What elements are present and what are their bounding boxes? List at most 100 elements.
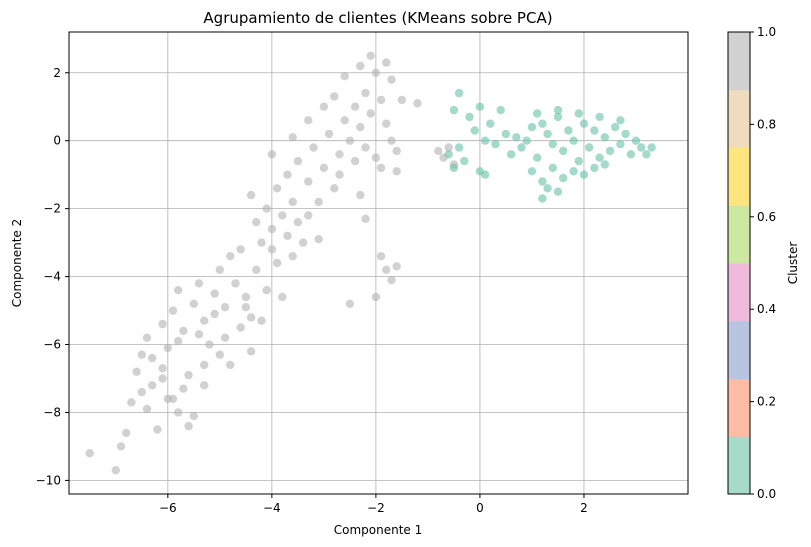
data-point-cluster-1 (184, 421, 193, 431)
colorbar: 0.0 0.2 0.4 0.6 0.8 1.0 (727, 25, 776, 501)
data-point-cluster-1 (392, 262, 401, 271)
data-point-cluster-1 (350, 156, 360, 166)
y-tick-label: 0 (53, 134, 61, 148)
data-point-cluster-1 (200, 316, 209, 325)
data-point-cluster-0 (626, 150, 635, 159)
data-point-cluster-0 (574, 109, 583, 118)
data-point-cluster-0 (527, 122, 537, 132)
data-point-cluster-0 (543, 184, 552, 193)
data-point-cluster-1 (288, 133, 297, 142)
data-point-cluster-0 (465, 112, 474, 122)
x-tick-label: −2 (367, 501, 385, 515)
axis-ticks: −6 −4 −2 0 2 −10 −8 −6 −4 −2 0 2 (36, 66, 588, 515)
data-point-cluster-1 (413, 99, 422, 108)
data-point-cluster-0 (616, 139, 625, 149)
colorbar-segment (728, 263, 750, 322)
data-point-cluster-0 (533, 153, 542, 162)
data-point-cluster-1 (304, 116, 313, 125)
data-point-cluster-1 (246, 190, 256, 200)
data-point-cluster-1 (304, 211, 313, 220)
data-point-cluster-1 (116, 442, 126, 451)
data-point-cluster-0 (543, 129, 552, 139)
data-point-cluster-1 (361, 214, 370, 223)
data-point-cluster-1 (444, 143, 453, 152)
data-point-cluster-1 (194, 330, 204, 339)
data-point-cluster-1 (361, 88, 370, 98)
data-point-cluster-1 (288, 252, 297, 261)
data-point-cluster-0 (621, 129, 630, 139)
y-tick-label: −6 (43, 338, 61, 352)
data-point-cluster-1 (387, 136, 396, 145)
data-point-cluster-0 (631, 136, 641, 145)
data-point-cluster-1 (356, 190, 365, 200)
data-point-cluster-1 (371, 68, 381, 78)
data-point-cluster-0 (506, 150, 516, 159)
data-point-cluster-1 (200, 360, 209, 370)
x-tick-label: 0 (476, 501, 484, 515)
data-point-cluster-1 (371, 153, 381, 162)
data-point-cluster-1 (252, 218, 261, 227)
colorbar-tick-label: 0.0 (757, 487, 776, 501)
colorbar-tick-label: 0.6 (757, 210, 776, 224)
x-axis-label: Componente 1 (334, 523, 423, 537)
data-point-cluster-1 (174, 336, 183, 346)
data-point-cluster-1 (215, 350, 224, 359)
data-point-cluster-1 (179, 326, 188, 336)
data-point-cluster-1 (371, 292, 381, 302)
data-point-cluster-1 (304, 177, 313, 186)
data-point-cluster-1 (335, 150, 344, 159)
data-point-cluster-1 (174, 286, 183, 295)
data-point-cluster-1 (340, 72, 349, 81)
data-point-cluster-1 (392, 167, 401, 176)
data-point-cluster-1 (257, 316, 266, 325)
data-point-cluster-0 (595, 112, 604, 122)
data-point-cluster-0 (449, 163, 459, 173)
data-point-cluster-0 (600, 133, 609, 142)
grid-lines (69, 32, 688, 494)
data-point-cluster-0 (600, 160, 609, 169)
data-point-cluster-1 (293, 156, 303, 166)
data-point-cluster-0 (605, 146, 615, 156)
x-tick-label: −4 (263, 501, 281, 515)
data-point-cluster-0 (470, 126, 479, 135)
data-point-cluster-1 (278, 292, 287, 302)
data-point-cluster-1 (226, 252, 235, 261)
data-point-cluster-0 (533, 109, 542, 118)
data-point-cluster-1 (366, 51, 375, 60)
data-point-cluster-1 (356, 122, 365, 132)
y-tick-label: 2 (53, 66, 61, 80)
data-point-cluster-0 (595, 153, 604, 162)
data-point-cluster-0 (517, 143, 526, 152)
data-point-cluster-1 (158, 319, 167, 329)
data-point-cluster-1 (340, 116, 349, 125)
chart-title: Agrupamiento de clientes (KMeans sobre P… (203, 9, 552, 27)
data-point-cluster-1 (137, 387, 146, 397)
data-point-cluster-1 (241, 303, 251, 312)
data-point-cluster-0 (491, 139, 500, 149)
data-point-cluster-1 (142, 404, 152, 414)
data-point-cluster-0 (569, 167, 578, 176)
data-point-cluster-1 (252, 265, 261, 274)
data-point-cluster-1 (278, 211, 287, 220)
data-point-cluster-0 (486, 119, 495, 128)
data-point-cluster-0 (538, 194, 547, 203)
data-point-cluster-0 (553, 105, 563, 115)
data-point-cluster-0 (579, 170, 589, 179)
data-point-cluster-1 (194, 279, 204, 288)
y-tick-label: −2 (43, 202, 61, 216)
data-point-cluster-1 (262, 204, 271, 213)
colorbar-tick-label: 1.0 (757, 25, 776, 39)
data-point-cluster-0 (569, 136, 578, 145)
data-point-cluster-0 (538, 119, 547, 128)
data-point-cluster-0 (564, 126, 573, 135)
data-point-cluster-1 (163, 343, 172, 353)
y-axis-label: Componente 2 (10, 219, 24, 308)
data-point-cluster-1 (127, 398, 136, 407)
data-point-cluster-0 (460, 156, 469, 166)
data-point-cluster-1 (335, 170, 344, 179)
colorbar-segment (728, 378, 750, 437)
data-point-cluster-1 (142, 333, 152, 342)
colorbar-segment (728, 147, 750, 206)
data-point-cluster-1 (382, 58, 391, 67)
